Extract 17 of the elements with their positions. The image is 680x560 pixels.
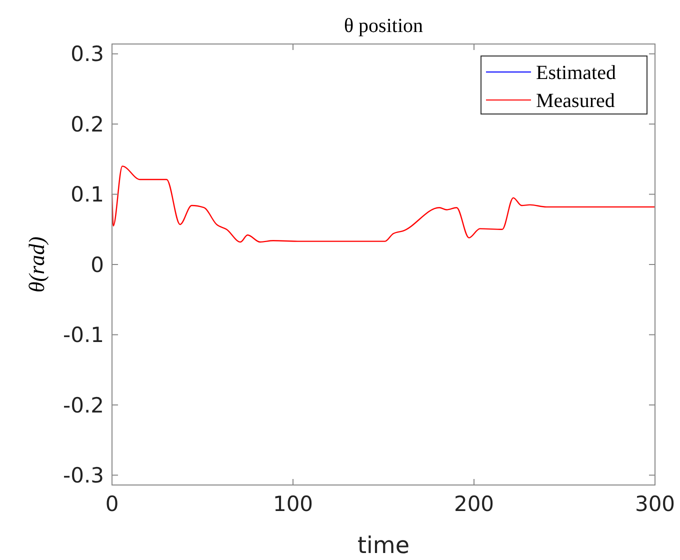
y-tick-label: -0.1: [63, 323, 104, 348]
y-tick-label: 0: [90, 252, 104, 277]
x-tick-label: 100: [272, 492, 314, 516]
y-tick-label: 0.2: [70, 112, 104, 136]
legend-label: Estimated: [536, 62, 616, 84]
x-axis-title: time: [358, 533, 410, 559]
y-tick-label: -0.2: [63, 393, 104, 418]
y-tick-label: -0.3: [63, 464, 104, 488]
line-series: [111, 166, 656, 243]
y-tick-label: 0.3: [70, 42, 104, 66]
x-tick-label: 0: [105, 492, 119, 516]
y-axis-title: θ(rad): [24, 236, 49, 293]
chart-title: θ position: [344, 15, 424, 37]
x-tick-label: 200: [454, 492, 494, 516]
y-tick-label: 0.1: [70, 182, 104, 207]
legend-label: Measured: [536, 90, 615, 112]
x-tick-label: 300: [634, 492, 676, 516]
